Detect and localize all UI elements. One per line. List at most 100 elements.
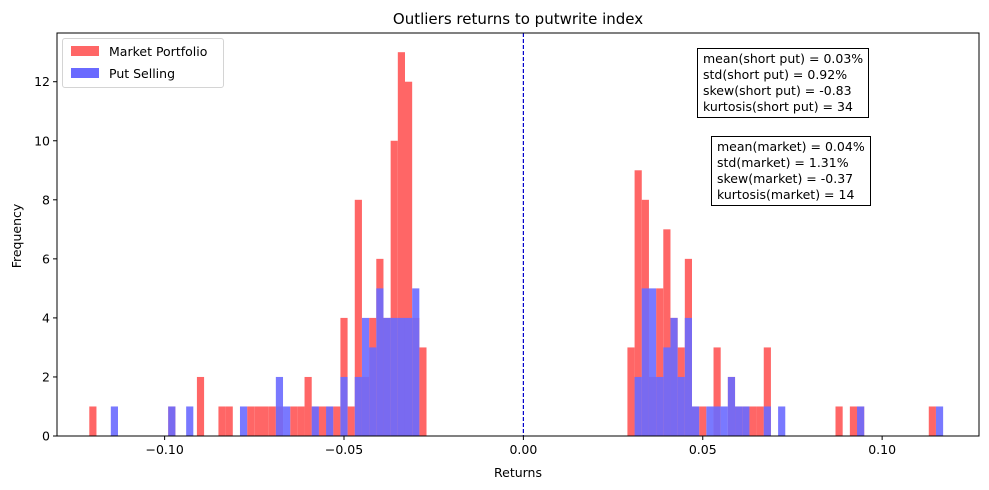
bar-put-selling	[706, 406, 714, 436]
legend: Market Portfolio Put Selling	[62, 38, 224, 88]
bar-put-selling	[412, 288, 420, 436]
legend-label-market: Market Portfolio	[109, 43, 208, 59]
short-put-std: std(short put) = 0.92%	[703, 67, 848, 82]
bar-put-selling	[326, 406, 334, 436]
bar-market-portfolio	[756, 406, 764, 436]
bar-put-selling	[677, 376, 685, 436]
short-put-stats-box: mean(short put) = 0.03% std(short put) =…	[697, 48, 870, 118]
legend-swatch-put	[71, 68, 99, 78]
y-tick-label: 6	[42, 251, 50, 266]
y-tick-label: 8	[42, 192, 50, 207]
bar-put-selling	[340, 376, 348, 436]
bar-market-portfolio	[354, 199, 362, 436]
bar-put-selling	[641, 288, 649, 436]
chart-title: Outliers returns to putwrite index	[393, 10, 643, 28]
bar-put-selling	[376, 288, 384, 436]
bars-group	[89, 52, 944, 437]
x-tick-label: −0.10	[145, 442, 183, 457]
bar-put-selling	[354, 376, 362, 436]
market-stats-box: mean(market) = 0.04% std(market) = 1.31%…	[711, 136, 871, 206]
y-axis-label: Frequency	[9, 203, 24, 268]
bar-put-selling	[239, 406, 248, 436]
bar-market-portfolio	[254, 406, 262, 436]
bar-market-portfolio	[390, 140, 398, 436]
bar-put-selling	[720, 406, 728, 436]
bar-market-portfolio	[196, 376, 205, 436]
bar-market-portfolio	[225, 406, 233, 436]
bar-put-selling	[186, 406, 194, 436]
bar-market-portfolio	[333, 406, 341, 436]
bar-put-selling	[361, 317, 370, 436]
x-tick-label: 0.00	[509, 442, 537, 457]
legend-swatch-market	[71, 46, 99, 56]
y-tick-label: 12	[34, 74, 50, 89]
bar-market-portfolio	[849, 406, 858, 436]
y-tick-label: 2	[42, 369, 50, 384]
bar-market-portfolio	[713, 347, 721, 436]
bar-market-portfolio	[347, 406, 355, 436]
bar-put-selling	[684, 317, 692, 436]
short-put-skew: skew(short put) = -0.83	[703, 83, 852, 98]
plot-frame	[56, 32, 980, 437]
bar-market-portfolio	[218, 406, 226, 436]
x-axis-ticks: −0.10 −0.05 0.00 0.05 0.10	[145, 436, 896, 457]
bar-market-portfolio	[89, 406, 97, 436]
bar-put-selling	[390, 317, 398, 436]
bar-put-selling	[283, 406, 291, 436]
bar-put-selling	[168, 406, 176, 436]
bar-put-selling	[648, 288, 657, 436]
bar-market-portfolio	[763, 347, 771, 436]
x-tick-label: −0.05	[325, 442, 363, 457]
y-tick-label: 4	[42, 310, 50, 325]
bar-market-portfolio	[419, 347, 427, 436]
y-tick-label: 10	[34, 133, 50, 148]
bar-put-selling	[369, 347, 377, 436]
bar-put-selling	[663, 347, 671, 436]
legend-item-market-portfolio: Market Portfolio	[71, 43, 208, 59]
bar-put-selling	[383, 317, 391, 436]
bar-put-selling	[935, 406, 944, 436]
bar-put-selling	[713, 406, 721, 436]
x-tick-label: 0.05	[689, 442, 717, 457]
market-mean: mean(market) = 0.04%	[717, 139, 865, 154]
y-tick-label: 0	[42, 429, 50, 444]
bar-put-selling	[691, 406, 700, 436]
bar-market-portfolio	[627, 347, 635, 436]
bar-market-portfolio	[304, 376, 312, 436]
bar-put-selling	[404, 317, 413, 436]
short-put-mean: mean(short put) = 0.03%	[703, 51, 864, 66]
legend-item-put-selling: Put Selling	[71, 65, 176, 81]
bar-market-portfolio	[634, 170, 642, 437]
bar-market-portfolio	[247, 406, 255, 436]
bar-market-portfolio	[268, 406, 276, 436]
bar-put-selling	[727, 376, 736, 436]
bar-market-portfolio	[297, 406, 305, 436]
bar-market-portfolio	[656, 288, 664, 436]
bar-market-portfolio	[663, 229, 671, 436]
bar-market-portfolio	[835, 406, 843, 436]
bar-market-portfolio	[404, 81, 413, 436]
bar-market-portfolio	[397, 52, 405, 436]
bar-market-portfolio	[318, 406, 327, 436]
bar-put-selling	[397, 317, 405, 436]
bar-market-portfolio	[261, 406, 269, 436]
bar-put-selling	[735, 406, 743, 436]
legend-label-put: Put Selling	[109, 65, 176, 81]
bar-market-portfolio	[928, 406, 936, 436]
bar-put-selling	[742, 406, 750, 436]
market-kurtosis: kurtosis(market) = 14	[717, 187, 855, 202]
market-skew: skew(market) = -0.37	[717, 171, 854, 186]
x-axis-label: Returns	[494, 465, 542, 480]
bar-market-portfolio	[699, 406, 707, 436]
bar-market-portfolio	[749, 406, 757, 436]
bar-put-selling	[311, 406, 319, 436]
bar-put-selling	[656, 376, 664, 436]
bar-put-selling	[763, 406, 771, 436]
bar-put-selling	[275, 376, 284, 436]
short-put-kurtosis: kurtosis(short put) = 34	[703, 99, 853, 114]
y-axis-ticks: 0 2 4 6 8 10 12	[34, 74, 57, 444]
bar-put-selling	[778, 406, 786, 436]
bar-put-selling	[670, 317, 678, 436]
market-std: std(market) = 1.31%	[717, 155, 849, 170]
